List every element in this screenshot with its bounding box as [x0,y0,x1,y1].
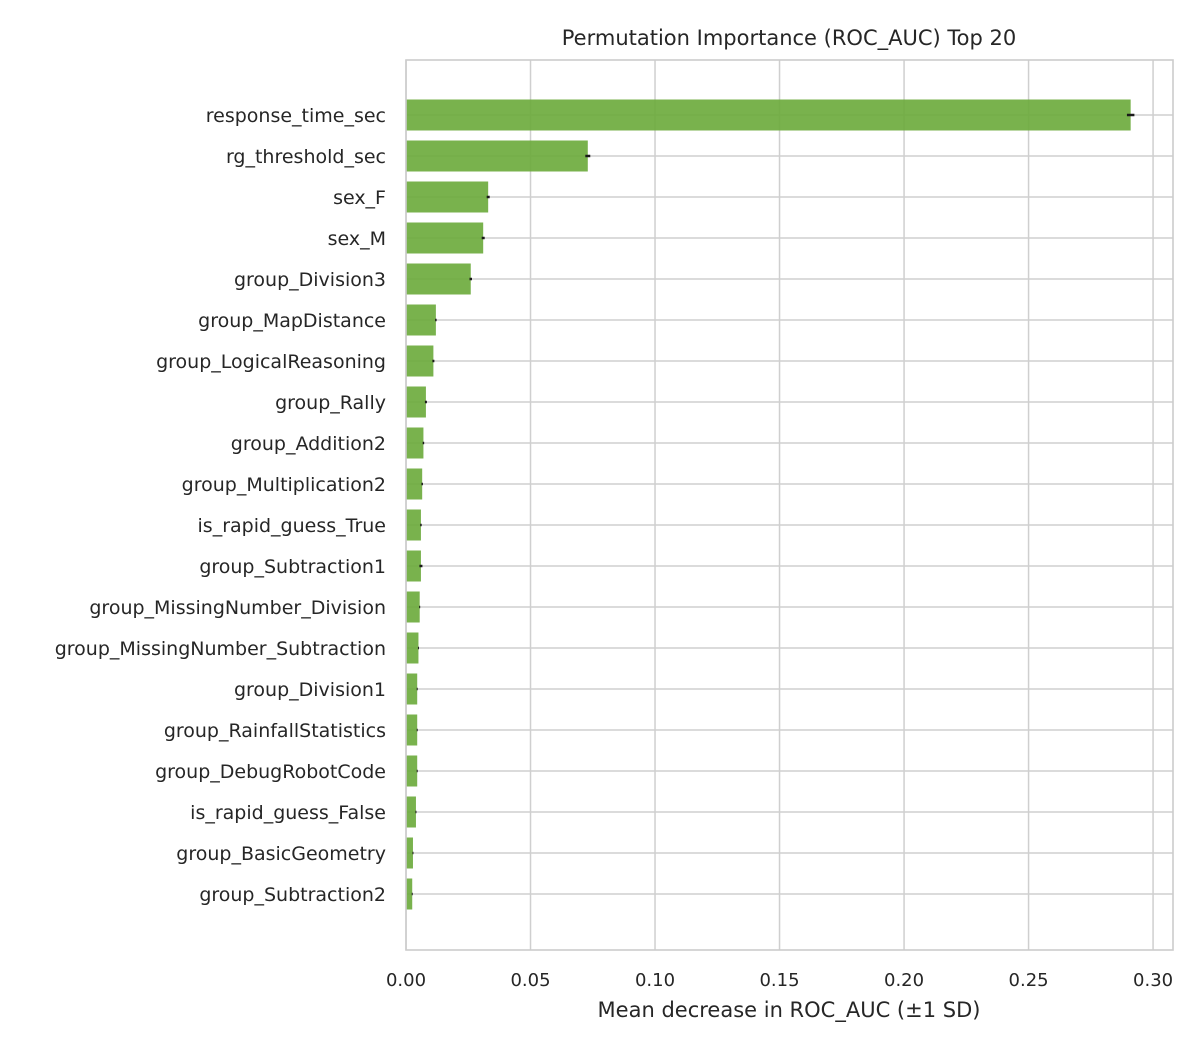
y-tick-label: group_Rally [275,392,386,414]
bars [406,99,1131,910]
x-tick-label: 0.15 [759,970,799,991]
y-tick-label: group_MissingNumber_Division [89,597,386,619]
bar [406,345,434,377]
y-tick-label: group_LogicalReasoning [156,351,386,373]
y-tick-label: group_DebugRobotCode [155,761,386,783]
bar [406,263,471,295]
y-tick-label: rg_threshold_sec [226,146,386,168]
y-tick-label: is_rapid_guess_True [198,515,386,537]
x-tick-label: 0.05 [510,970,550,991]
error-bars [411,113,1135,896]
y-tick-label: group_Division1 [234,679,386,701]
x-axis-label: Mean decrease in ROC_AUC (±1 SD) [598,998,981,1023]
x-tick-label: 0.25 [1009,970,1049,991]
y-tick-label: group_Subtraction2 [199,884,386,906]
y-tick-label: group_Division3 [234,269,386,291]
bar [406,673,418,705]
x-tick-label: 0.30 [1133,970,1173,991]
bar [406,632,419,664]
y-tick-label: group_BasicGeometry [176,843,386,865]
bar [406,550,421,582]
y-tick-label: response_time_sec [206,105,386,127]
y-tick-label: group_RainfallStatistics [164,720,386,742]
y-tick-label: group_MapDistance [198,310,386,332]
plot-frame [405,59,1174,951]
y-tick-label: group_Multiplication2 [182,474,386,496]
x-tick-labels: 0.00 0.05 0.10 0.15 0.20 0.25 0.30 [386,970,1173,991]
y-tick-label: is_rapid_guess_False [190,802,386,824]
x-tick-label: 0.00 [386,970,426,991]
x-tick-label: 0.10 [635,970,675,991]
y-tick-labels: response_time_sec rg_threshold_sec sex_Fse… [55,105,386,906]
x-tick-label: 0.20 [884,970,924,991]
y-tick-label: group_Addition2 [231,433,386,455]
grid-lines [405,60,1173,950]
bar [406,878,413,910]
bar [406,591,420,623]
bar [406,427,424,459]
y-tick-label: sex_M [328,228,386,250]
bar [406,222,484,254]
bar [406,755,418,787]
y-tick-label: group_MissingNumber_Subtraction [55,638,386,660]
y-tick-label: sex_F [333,187,386,209]
bar [406,714,418,746]
bar [406,386,426,418]
bar [406,468,423,500]
bar [406,99,1131,131]
bar [406,837,413,869]
bar [406,509,421,541]
bar [406,304,436,336]
bar [406,140,588,172]
bar [406,181,489,213]
y-tick-label: group_Subtraction1 [199,556,386,578]
chart-title: Permutation Importance (ROC_AUC) Top 20 [562,26,1016,51]
bar [406,796,416,828]
